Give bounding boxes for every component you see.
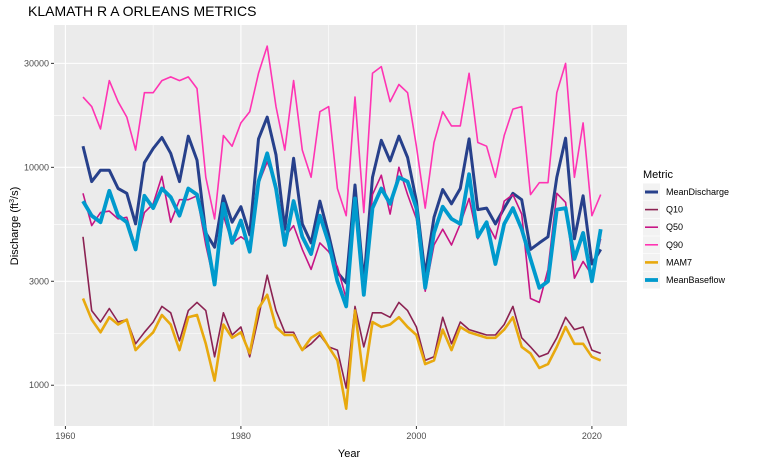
y-tick-label: 30000 (24, 58, 49, 68)
legend-label-q50: Q50 (666, 222, 683, 232)
series-line-q50 (82, 161, 602, 304)
x-axis-title: Year (338, 448, 361, 460)
legend-label-meanbaseflow: MeanBaseflow (666, 275, 726, 285)
y-axis-title-unit: /s) (9, 187, 21, 199)
series-lines (81, 45, 603, 411)
x-tick-label: 1980 (231, 431, 251, 441)
y-axis-title-superscript: 3 (9, 199, 16, 203)
legend-title: Metric (643, 169, 673, 181)
y-axis-title-main: Discharge (ft (9, 203, 21, 265)
chart-title: KLAMATH R A ORLEANS METRICS (28, 3, 256, 19)
x-tick-label: 2000 (406, 431, 426, 441)
x-tick-label: 2020 (582, 431, 602, 441)
series-line-mam7 (81, 293, 602, 411)
y-tick-label: 10000 (24, 162, 49, 172)
x-axis: 1960 1980 2000 2020 (55, 426, 602, 441)
series-line-q90 (82, 45, 602, 220)
series-line-meandischarge (81, 115, 602, 285)
y-tick-label: 1000 (29, 380, 49, 390)
y-tick-label: 3000 (29, 276, 49, 286)
series-line-q10 (82, 236, 601, 389)
plot-panel (54, 25, 627, 426)
legend-label-q10: Q10 (666, 205, 683, 215)
legend-label-q90: Q90 (666, 240, 683, 250)
y-axis-title: Discharge (ft3/s) (9, 187, 21, 266)
x-tick-label: 1960 (55, 431, 75, 441)
series-line-meanbaseflow (81, 151, 603, 309)
y-axis: 1000 3000 10000 30000 (24, 58, 54, 390)
legend-label-mam7: MAM7 (666, 257, 692, 267)
grid-major (54, 25, 627, 426)
legend-label-meandischarge: MeanDischarge (666, 187, 729, 197)
legend: Metric MeanDischarge Q10 Q50 Q90 MAM7 MeanBas… (643, 169, 729, 289)
